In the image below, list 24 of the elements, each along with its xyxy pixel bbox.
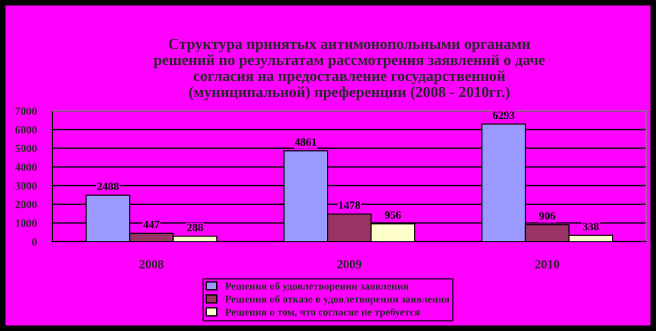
x-tick-label: 2009 [337,260,362,268]
data-label: 447 [143,220,160,228]
x-tick-label: 2010 [535,260,560,268]
data-label: 906 [539,212,556,220]
legend-label: Решения об удовлетворении заявления [225,282,409,292]
data-label: 1478 [339,201,360,209]
data-label: 338 [582,222,599,230]
data-label: 2488 [97,182,119,190]
legend-label: Решения об отказе в удовлетворении заявления [225,295,450,305]
y-tick-label: 0 [32,238,37,246]
y-tick-label: 4000 [15,163,37,171]
chart-title: Структура принятых антимонопольными органами решений по результатам рассмотрения заявлений о даче согласия на предоставление государственной (муниципальной) преференции (2008 - 2010гг.) [154,38,545,100]
data-label: 288 [187,224,203,232]
y-tick-label: 2000 [15,200,37,208]
data-label: 4861 [294,138,316,146]
y-tick-label: 5000 [15,144,37,152]
y-tick-label: 6000 [15,126,37,134]
legend-label: Решения о том, что согласие не требуется [225,308,420,318]
data-label: 956 [384,211,401,219]
data-label: 6293 [492,112,514,120]
y-tick-label: 3000 [15,182,37,190]
y-tick-label: 7000 [16,107,37,115]
x-tick-label: 2008 [139,260,164,268]
y-tick-label: 1000 [16,219,37,227]
